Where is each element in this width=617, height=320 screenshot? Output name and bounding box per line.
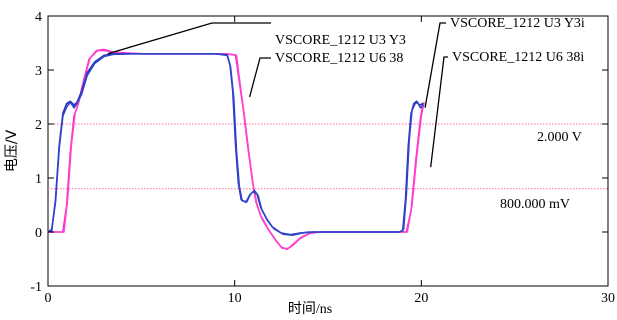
series-annotation-label: VSCORE_1212 U3 Y3i — [450, 16, 585, 31]
series-annotation-label: VSCORE_1212 U3 Y3 — [275, 33, 406, 48]
y-tick-label: -1 — [30, 280, 42, 295]
x-tick-label: 20 — [414, 291, 428, 306]
x-tick-label: 30 — [601, 291, 615, 306]
x-axis-label: 时间/ns — [288, 301, 332, 317]
y-axis-label: 电压/V — [4, 129, 20, 172]
annotation-leader — [107, 22, 271, 55]
y-tick-label: 2 — [35, 118, 42, 133]
reference-lines: 2.000 V 800.000 mV — [48, 123, 608, 212]
x-tick-label: 0 — [45, 291, 52, 306]
plot-frame — [47, 15, 609, 287]
reference-line-label: 800.000 mV — [500, 197, 570, 212]
y-tick-label: 1 — [35, 172, 42, 187]
y-tick-label: 0 — [35, 226, 42, 241]
annotation-leader — [430, 56, 448, 168]
reference-line-label: 2.000 V — [537, 130, 582, 145]
annotations: VSCORE_1212 U3 Y3 VSCORE_1212 U6 38 VSCORE… — [107, 16, 585, 168]
y-tick-label: 4 — [35, 10, 42, 25]
y-tick-label: 3 — [35, 64, 42, 79]
series-layer — [47, 48, 425, 251]
annotation-leader — [424, 22, 446, 108]
annotation-leader — [248, 57, 271, 98]
x-tick-label: 10 — [228, 291, 242, 306]
series-annotation-label: VSCORE_1212 U6 38i — [452, 50, 584, 65]
series-annotation-label: VSCORE_1212 U6 38 — [275, 51, 403, 66]
series-line — [47, 53, 424, 236]
